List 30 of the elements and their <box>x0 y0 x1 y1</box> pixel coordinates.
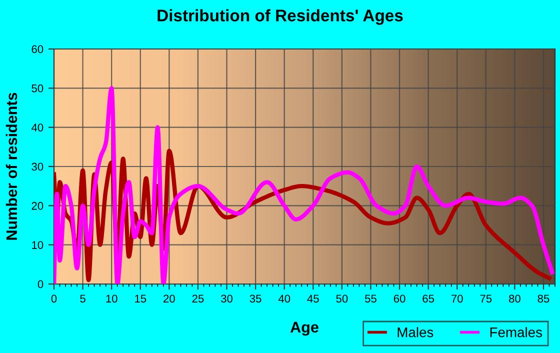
x-tick-label: 30 <box>221 294 233 303</box>
y-tick-label: 20 <box>32 202 44 210</box>
x-tick-label: 20 <box>164 294 175 303</box>
legend-label: Males <box>398 327 434 338</box>
x-tick-label: 75 <box>480 294 492 303</box>
legend-label: Females <box>490 327 542 338</box>
y-tick-label: 30 <box>32 162 44 171</box>
y-tick-label: 60 <box>32 45 44 54</box>
x-tick-label: 65 <box>422 294 434 303</box>
x-tick-label: 40 <box>278 294 290 303</box>
x-tick-label: 85 <box>538 294 550 303</box>
x-tick-label: 5 <box>80 294 86 303</box>
x-axis-title: Age <box>290 322 318 336</box>
x-tick-label: 0 <box>51 294 57 303</box>
x-tick-label: 25 <box>192 294 204 303</box>
y-tick-label: 50 <box>32 84 44 92</box>
y-tick-label: 0 <box>38 280 44 288</box>
x-tick-label: 10 <box>106 294 118 303</box>
y-tick-label: 10 <box>32 241 44 249</box>
x-tick-label: 80 <box>508 294 520 303</box>
x-tick-label: 70 <box>451 294 463 303</box>
x-tick-label: 35 <box>250 294 262 303</box>
chart-title: Distribution of Residents' Ages <box>158 9 403 25</box>
y-tick-label: 40 <box>31 124 44 132</box>
x-tick-label: 50 <box>336 294 348 303</box>
x-tick-label: 15 <box>135 294 146 303</box>
y-axis-title: Number of residents <box>6 92 18 240</box>
x-tick-label: 45 <box>307 294 319 303</box>
x-tick-label: 55 <box>364 294 376 303</box>
x-tick-label: 60 <box>394 294 406 303</box>
